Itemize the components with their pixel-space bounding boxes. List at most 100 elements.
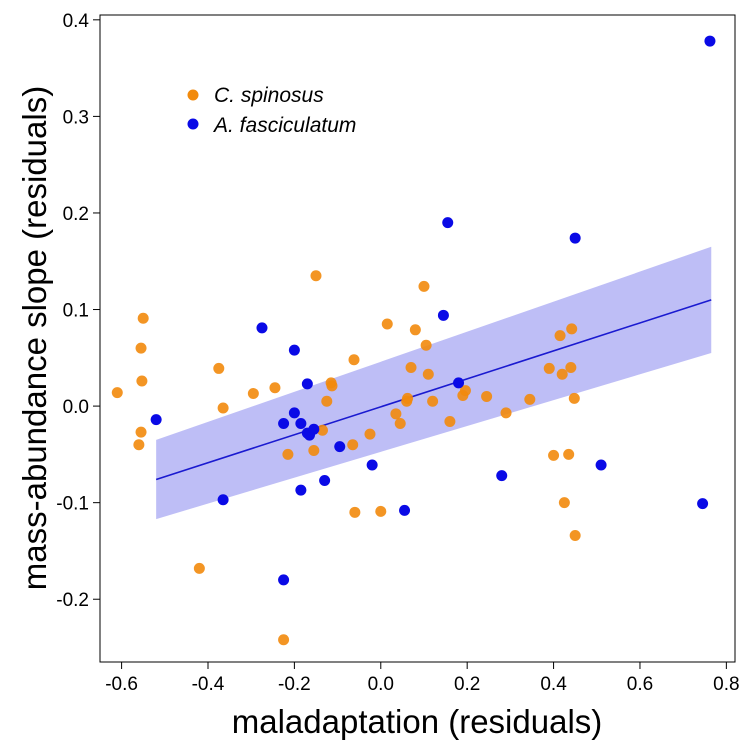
point-a-fasciculatum [442,217,454,229]
point-a-fasciculatum [319,474,331,486]
point-a-fasciculatum [256,322,268,334]
point-c-spinosus [375,505,387,517]
point-c-spinosus [563,448,575,460]
point-c-spinosus [554,330,566,342]
point-a-fasciculatum [334,441,346,453]
x-tick-label: -0.6 [105,674,138,695]
point-c-spinosus [308,445,320,457]
fit-line [155,299,712,481]
point-c-spinosus [326,380,338,392]
point-c-spinosus [247,388,259,400]
point-a-fasciculatum [278,417,290,429]
point-c-spinosus [394,417,406,429]
x-tick-label: 0.8 [713,674,739,695]
point-a-fasciculatum [150,414,162,426]
point-c-spinosus [217,402,229,414]
point-c-spinosus [444,416,456,428]
point-a-fasciculatum [295,484,307,496]
x-tick-label: -0.4 [192,674,225,695]
point-a-fasciculatum [595,459,607,471]
point-c-spinosus [568,392,580,404]
point-c-spinosus [133,439,145,451]
point-a-fasciculatum [301,378,313,390]
point-c-spinosus [409,324,421,336]
y-axis-title: mass-abundance slope (residuals) [16,86,53,590]
y-tick-label: -0.1 [56,494,89,515]
point-c-spinosus [348,354,360,366]
point-c-spinosus [558,497,570,509]
point-c-spinosus [569,529,581,541]
point-a-fasciculatum [366,459,378,471]
point-c-spinosus [422,368,434,380]
y-tick-label: 0.2 [63,204,89,225]
point-c-spinosus [316,424,328,436]
point-c-spinosus [418,280,430,292]
data-points-layer [111,35,716,646]
point-c-spinosus [481,390,493,402]
x-tick-label: 0.2 [454,674,480,695]
point-c-spinosus [543,362,555,374]
point-c-spinosus [420,339,432,351]
x-tick-label: 0.6 [627,674,653,695]
point-c-spinosus [524,393,536,405]
legend-label-c-spinosus: C. spinosus [214,84,324,107]
point-a-fasciculatum [496,470,508,482]
point-a-fasciculatum [288,344,300,356]
point-a-fasciculatum [569,232,581,244]
point-a-fasciculatum [295,417,307,429]
point-c-spinosus [402,392,414,404]
point-c-spinosus [310,270,322,282]
point-a-fasciculatum [704,35,716,47]
x-tick-label: -0.2 [278,674,311,695]
point-c-spinosus [427,395,439,407]
point-c-spinosus [282,448,294,460]
point-a-fasciculatum [453,377,465,389]
point-c-spinosus [137,312,149,324]
point-c-spinosus [111,387,123,399]
legend-marker-c-spinosus [187,89,199,101]
point-c-spinosus [347,439,359,451]
legend-label-a-fasciculatum: A. fasciculatum [212,114,356,137]
x-axis: -0.6 -0.4 -0.2 0.0 0.2 0.4 0.6 0.8 [105,662,740,695]
legend: C. spinosus A. fasciculatum [187,84,356,137]
point-a-fasciculatum [697,498,709,510]
fit-line-layer [155,299,712,481]
confidence-band-layer [156,246,712,520]
point-c-spinosus [459,385,471,397]
confidence-band [156,246,712,520]
point-a-fasciculatum [308,423,320,435]
point-c-spinosus [349,506,361,518]
y-tick-label: 0.3 [63,107,89,128]
point-c-spinosus [278,634,290,646]
point-c-spinosus [136,375,148,387]
point-c-spinosus [565,361,577,373]
plot-frame [99,14,736,663]
y-tick-label: 0.1 [63,301,89,322]
point-c-spinosus [364,428,376,440]
x-tick-label: 0.4 [540,674,567,695]
point-c-spinosus [135,342,147,354]
point-a-fasciculatum [437,309,449,321]
point-a-fasciculatum [288,407,300,419]
y-tick-label: -0.2 [56,590,89,611]
y-tick-label: 0.0 [63,397,89,418]
y-axis: -0.2 -0.1 0.0 0.1 0.2 0.3 0.4 [56,11,100,611]
x-tick-label: 0.0 [368,674,394,695]
legend-marker-a-fasciculatum [187,118,199,130]
point-c-spinosus [566,323,578,335]
point-c-spinosus [321,395,333,407]
point-a-fasciculatum [217,494,229,506]
y-tick-label: 0.4 [63,11,90,32]
point-c-spinosus [381,318,393,330]
point-c-spinosus [548,449,560,461]
point-c-spinosus [193,562,205,574]
point-c-spinosus [405,361,417,373]
point-c-spinosus [500,407,512,419]
x-axis-title: maladaptation (residuals) [232,703,603,740]
point-a-fasciculatum [399,504,411,516]
point-c-spinosus [390,408,402,420]
point-c-spinosus [556,368,568,380]
point-c-spinosus [213,362,225,374]
point-c-spinosus [269,382,281,394]
